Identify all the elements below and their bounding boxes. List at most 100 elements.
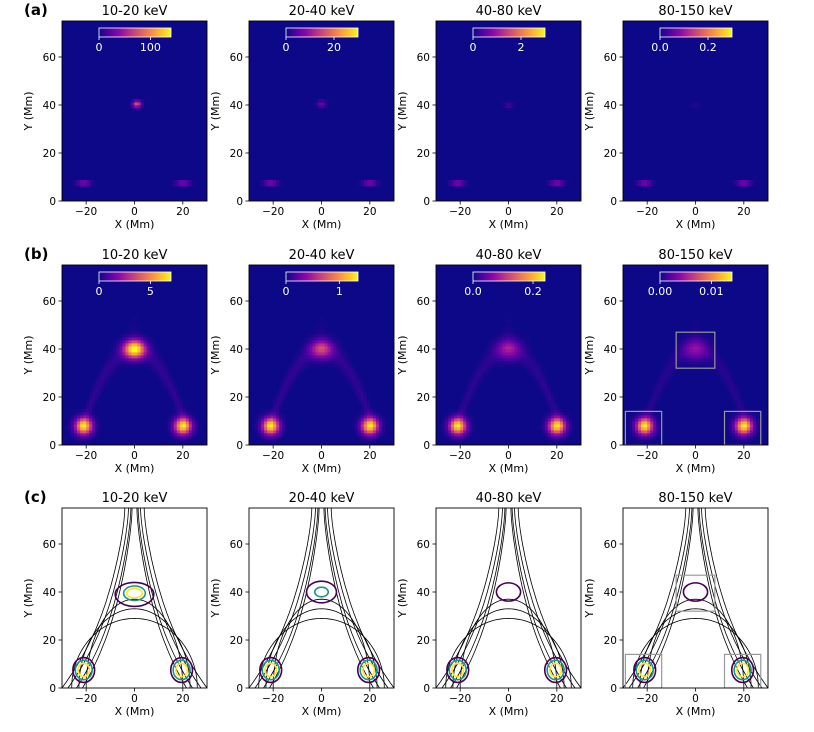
- heatmap-cell: [282, 433, 286, 437]
- heatmap-cell: [176, 406, 181, 410]
- heatmap-cell: [562, 183, 567, 187]
- heatmap-cell: [463, 439, 467, 443]
- heatmap-cell: [191, 436, 196, 440]
- heatmap-cell: [454, 436, 458, 440]
- heatmap-cell: [644, 433, 648, 437]
- heatmap-cell: [342, 358, 347, 362]
- heatmap-cell: [360, 183, 365, 187]
- heatmap-cell: [731, 433, 736, 437]
- heatmap-cell: [294, 364, 298, 368]
- y-tick-label: 20: [604, 635, 617, 647]
- heatmap-cell: [345, 370, 350, 374]
- heatmap-cell: [384, 427, 389, 431]
- heatmap-cell: [110, 370, 114, 374]
- footpoint-contour: [259, 656, 283, 684]
- heatmap-cell: [140, 346, 144, 350]
- heatmap-cell: [279, 388, 283, 392]
- heatmap-cell: [273, 430, 277, 434]
- heatmap-cell: [493, 346, 497, 350]
- heatmap-cell: [327, 361, 331, 365]
- heatmap-cell: [526, 346, 531, 350]
- heatmap-cell: [327, 337, 331, 341]
- heatmap-cell: [182, 180, 187, 184]
- heatmap-cell: [357, 427, 362, 431]
- heatmap-cell: [562, 424, 567, 428]
- heatmap-cell: [451, 430, 455, 434]
- heatmap-cell: [264, 409, 268, 413]
- heatmap-cell: [529, 346, 534, 350]
- heatmap-cell: [550, 180, 555, 184]
- heatmap-cell: [188, 430, 193, 434]
- heatmap-cell: [490, 349, 494, 353]
- heatmap-cell: [282, 385, 286, 389]
- heatmap-cell: [716, 367, 721, 371]
- panel-title: 40-80 keV: [476, 4, 542, 19]
- heatmap-cell: [167, 373, 172, 377]
- heatmap-cell: [668, 364, 672, 368]
- heatmap-cell: [363, 412, 368, 416]
- heatmap-cell: [128, 355, 132, 359]
- heatmap-cell: [671, 370, 675, 374]
- heatmap-cell: [650, 391, 654, 395]
- heatmap-cell: [653, 391, 657, 395]
- heatmap-cell: [511, 337, 515, 341]
- heatmap-cell: [131, 361, 135, 365]
- heatmap-cell: [291, 361, 295, 365]
- heatmap-cell: [300, 355, 304, 359]
- heatmap-cell: [632, 183, 636, 187]
- heatmap-cell: [568, 418, 573, 422]
- heatmap-cell: [463, 424, 467, 428]
- heatmap-cell: [683, 361, 687, 365]
- heatmap-cell: [318, 328, 322, 332]
- heatmap-cell: [312, 349, 316, 353]
- heatmap-cell: [466, 421, 470, 425]
- heatmap-cell: [502, 102, 506, 106]
- heatmap-cell: [725, 388, 730, 392]
- heatmap-cell: [161, 361, 166, 365]
- heatmap-cell: [83, 409, 87, 413]
- heatmap-cell: [469, 379, 473, 383]
- heatmap-cell: [119, 367, 123, 371]
- heatmap-cell: [176, 412, 181, 416]
- heatmap-cell: [445, 430, 449, 434]
- footpoint-contour: [549, 662, 563, 678]
- heatmap-cell: [267, 418, 271, 422]
- heatmap-cell: [315, 340, 319, 344]
- heatmap-cell: [662, 379, 666, 383]
- heatmap-cell: [469, 427, 473, 431]
- heatmap-cell: [743, 409, 748, 413]
- colorbar: [285, 27, 359, 38]
- field-line: [445, 617, 572, 688]
- heatmap-cell: [279, 412, 283, 416]
- heatmap-cell: [454, 409, 458, 413]
- heatmap-cell: [369, 436, 374, 440]
- x-tick-label: 20: [550, 693, 563, 705]
- heatmap-cell: [469, 391, 473, 395]
- heatmap-cell: [89, 421, 93, 425]
- heatmap-cell: [98, 421, 102, 425]
- heatmap-cell: [550, 397, 555, 401]
- heatmap-cell: [128, 331, 132, 335]
- heatmap-cell: [330, 340, 334, 344]
- heatmap-cell: [294, 376, 298, 380]
- heatmap-cell: [366, 439, 371, 443]
- heatmap-cell: [755, 415, 760, 419]
- y-tick-label: 40: [230, 344, 243, 356]
- heatmap-cell: [493, 352, 497, 356]
- heatmap-cell: [481, 370, 485, 374]
- heatmap-cell: [463, 433, 467, 437]
- heatmap-cell: [547, 427, 552, 431]
- heatmap-cell: [122, 337, 126, 341]
- heatmap-cell: [752, 415, 757, 419]
- heatmap-cell: [553, 400, 558, 404]
- heatmap-cell: [632, 427, 636, 431]
- heatmap-cell: [686, 361, 690, 365]
- heatmap-cell: [89, 430, 93, 434]
- heatmap-cell: [644, 412, 648, 416]
- heatmap-cell: [324, 349, 328, 353]
- heatmap-cell: [264, 433, 268, 437]
- heatmap-cell: [514, 346, 518, 350]
- heatmap-cell: [532, 358, 537, 362]
- heatmap-cell: [475, 370, 479, 374]
- y-tick-label: 20: [230, 635, 243, 647]
